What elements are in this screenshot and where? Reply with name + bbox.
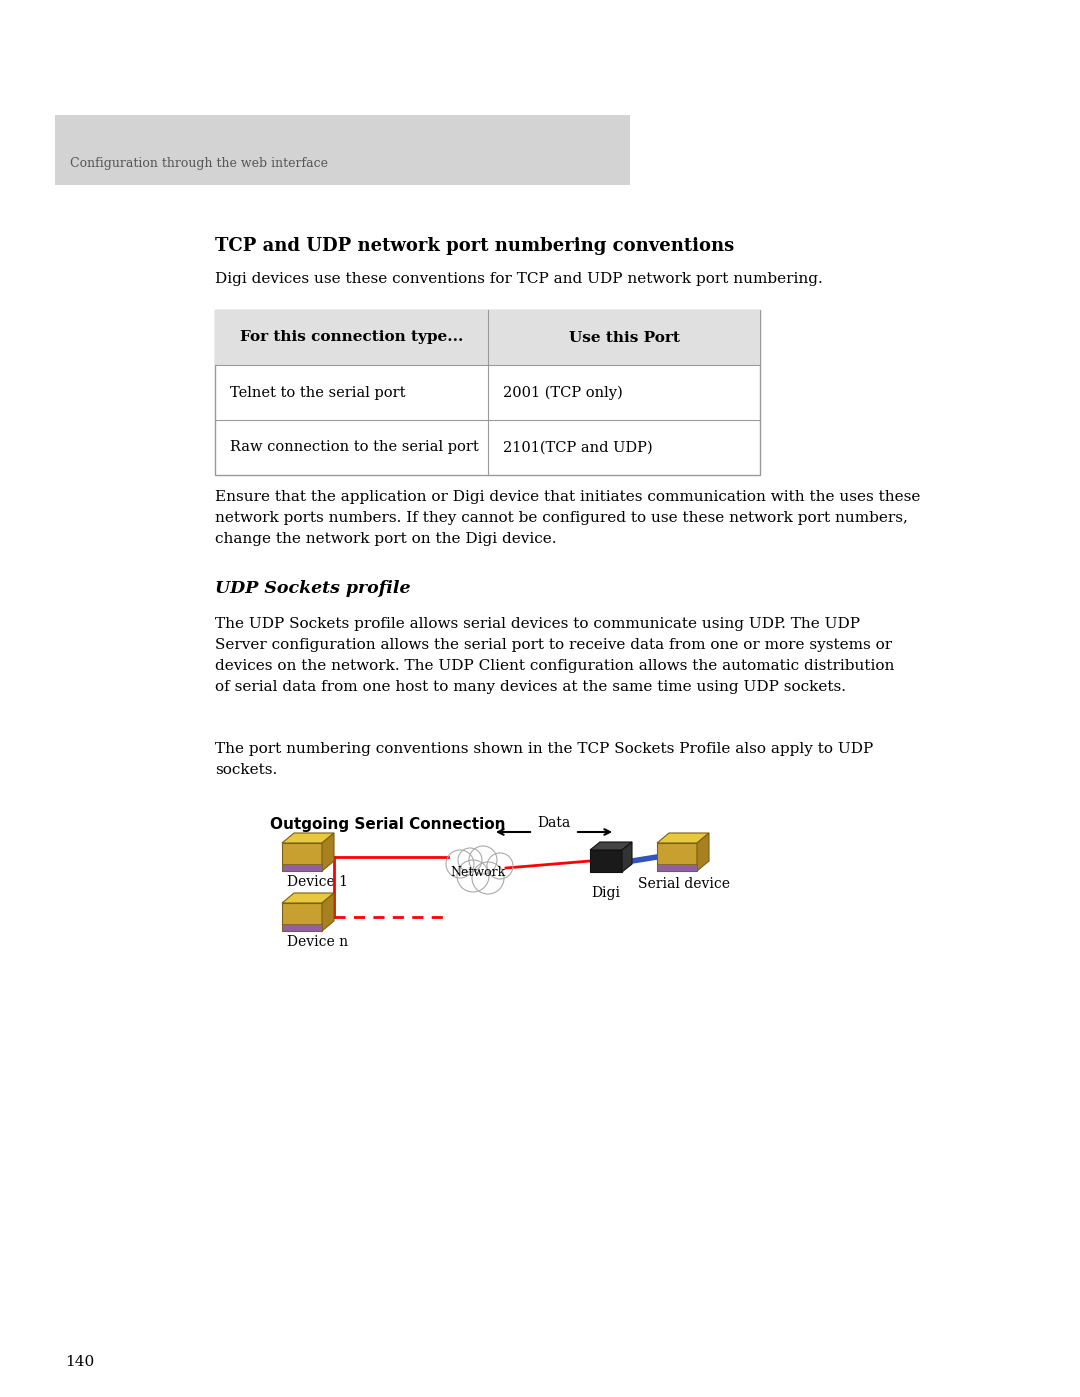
Polygon shape <box>282 902 322 930</box>
Text: For this connection type...: For this connection type... <box>240 331 463 345</box>
Text: Device 1: Device 1 <box>287 875 348 888</box>
Polygon shape <box>657 833 708 842</box>
Polygon shape <box>282 863 322 870</box>
Text: 140: 140 <box>65 1355 94 1369</box>
Text: The port numbering conventions shown in the TCP Sockets Profile also apply to UD: The port numbering conventions shown in … <box>215 742 874 777</box>
Text: Raw connection to the serial port: Raw connection to the serial port <box>230 440 478 454</box>
Text: 2101(TCP and UDP): 2101(TCP and UDP) <box>503 440 652 454</box>
Text: Digi devices use these conventions for TCP and UDP network port numbering.: Digi devices use these conventions for T… <box>215 272 823 286</box>
Circle shape <box>487 854 513 879</box>
Text: Data: Data <box>538 816 570 830</box>
Text: Outgoing Serial Connection: Outgoing Serial Connection <box>270 817 505 833</box>
Circle shape <box>469 847 497 875</box>
Text: Digi: Digi <box>592 886 621 900</box>
Text: 2001 (TCP only): 2001 (TCP only) <box>503 386 623 400</box>
Text: Network: Network <box>450 866 505 880</box>
Text: The UDP Sockets profile allows serial devices to communicate using UDP. The UDP
: The UDP Sockets profile allows serial de… <box>215 617 894 694</box>
Text: Configuration through the web interface: Configuration through the web interface <box>70 156 328 170</box>
Text: Serial device: Serial device <box>638 877 730 891</box>
Polygon shape <box>282 842 322 870</box>
Circle shape <box>472 862 504 894</box>
Polygon shape <box>697 833 708 870</box>
Circle shape <box>458 848 482 872</box>
Polygon shape <box>282 923 322 930</box>
Text: UDP Sockets profile: UDP Sockets profile <box>215 580 410 597</box>
Bar <box>215 310 760 475</box>
Bar <box>215 310 760 365</box>
Text: Ensure that the application or Digi device that initiates communication with the: Ensure that the application or Digi devi… <box>215 490 920 546</box>
Text: TCP and UDP network port numbering conventions: TCP and UDP network port numbering conve… <box>215 237 734 256</box>
Circle shape <box>446 849 474 877</box>
Polygon shape <box>282 833 334 842</box>
Text: Device n: Device n <box>287 935 348 949</box>
Polygon shape <box>322 893 334 930</box>
Polygon shape <box>282 893 334 902</box>
Circle shape <box>457 861 489 893</box>
Polygon shape <box>657 842 697 870</box>
Polygon shape <box>590 842 632 849</box>
Text: Telnet to the serial port: Telnet to the serial port <box>230 386 405 400</box>
Polygon shape <box>322 833 334 870</box>
Polygon shape <box>657 863 697 870</box>
FancyBboxPatch shape <box>55 115 630 184</box>
Polygon shape <box>622 842 632 872</box>
Text: Use this Port: Use this Port <box>568 331 679 345</box>
Polygon shape <box>590 849 622 872</box>
